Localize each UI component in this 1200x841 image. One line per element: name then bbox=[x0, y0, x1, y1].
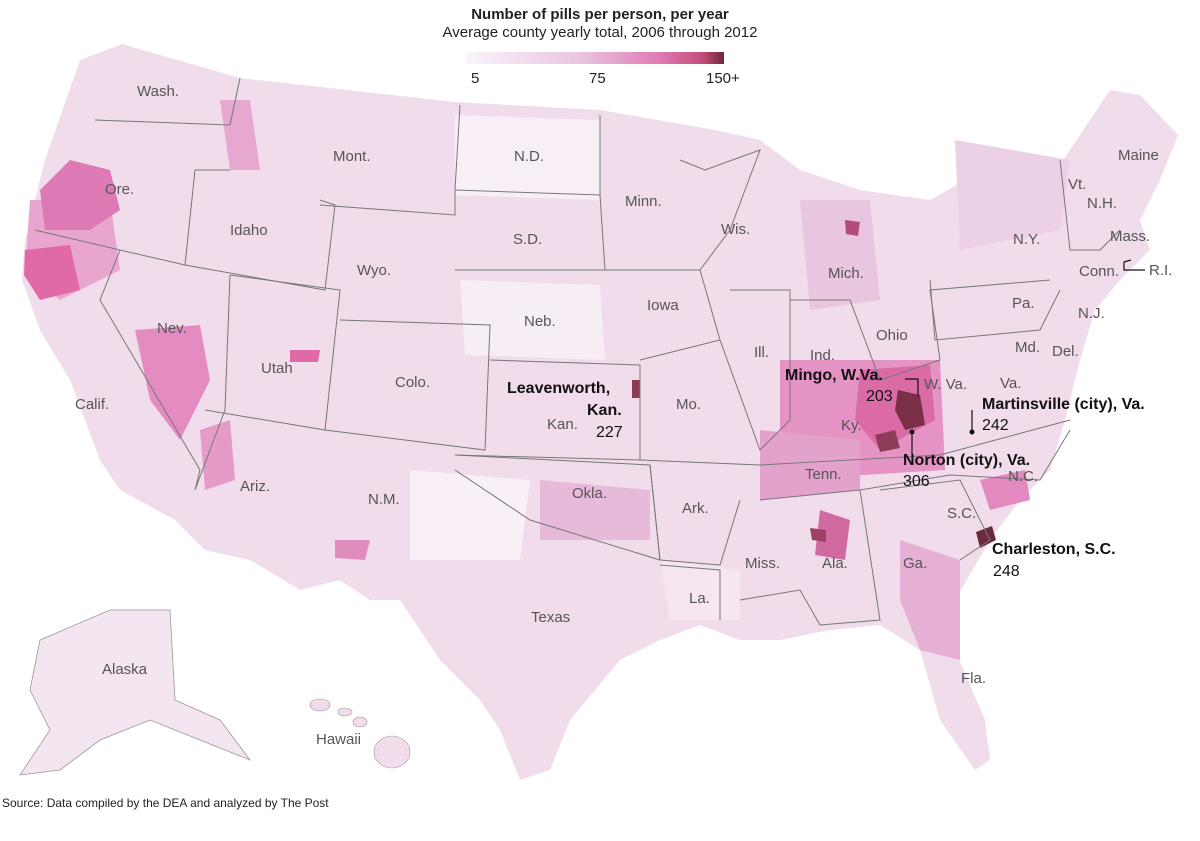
legend-gradient-bar bbox=[466, 52, 724, 64]
state-label-iowa: Iowa bbox=[647, 297, 679, 314]
callout-martinsville-value: 242 bbox=[982, 417, 1009, 434]
callout-charleston-value: 248 bbox=[993, 563, 1020, 580]
hawaii-islands bbox=[309, 698, 411, 769]
state-label-wash: Wash. bbox=[137, 83, 179, 100]
legend-tick-min: 5 bbox=[471, 70, 480, 87]
state-label-ga: Ga. bbox=[903, 555, 928, 572]
conus-landmass bbox=[22, 44, 1178, 780]
state-label-alaska: Alaska bbox=[102, 661, 148, 678]
state-label-conn: Conn. bbox=[1079, 263, 1120, 280]
map-title: Number of pills per person, per year bbox=[471, 6, 729, 23]
state-label-ky: Ky. bbox=[841, 417, 862, 434]
callout-norton-value: 306 bbox=[903, 473, 930, 490]
state-label-calif: Calif. bbox=[75, 396, 110, 413]
callout-leavenworth-value: 227 bbox=[596, 424, 623, 441]
callout-mingo-value: 203 bbox=[866, 388, 893, 405]
state-label-nev: Nev. bbox=[157, 320, 187, 337]
county-shading bbox=[24, 100, 1070, 660]
alaska-landmass bbox=[19, 609, 252, 776]
state-label-texas: Texas bbox=[531, 609, 571, 626]
state-label-hawaii: Hawaii bbox=[316, 731, 362, 748]
legend-tick-mid: 75 bbox=[589, 70, 606, 87]
state-label-okla: Okla. bbox=[572, 485, 608, 502]
state-label-neb: Neb. bbox=[524, 313, 556, 330]
state-label-minn: Minn. bbox=[625, 193, 662, 210]
state-label-maine: Maine bbox=[1118, 147, 1159, 164]
state-label-la: La. bbox=[689, 590, 710, 607]
state-label-ark: Ark. bbox=[682, 500, 709, 517]
state-label-mass: Mass. bbox=[1110, 228, 1151, 245]
state-label-mont: Mont. bbox=[333, 148, 371, 165]
legend-tick-max: 150+ bbox=[706, 70, 740, 87]
state-label-nm: N.M. bbox=[368, 491, 400, 508]
state-label-ala: Ala. bbox=[822, 555, 848, 572]
state-label-sc: S.C. bbox=[947, 505, 977, 522]
callout-leavenworth-name: Leavenworth, bbox=[507, 380, 611, 397]
hotspot-counties bbox=[632, 220, 996, 548]
source-note: Source: Data compiled by the DEA and ana… bbox=[2, 796, 329, 810]
state-label-ri: R.I. bbox=[1149, 262, 1173, 279]
state-label-vt: Vt. bbox=[1068, 176, 1087, 193]
state-label-nh: N.H. bbox=[1087, 195, 1117, 212]
state-label-mich: Mich. bbox=[828, 265, 864, 282]
state-label-ill: Ill. bbox=[754, 344, 769, 361]
state-borders bbox=[34, 77, 1121, 626]
state-label-pa: Pa. bbox=[1012, 295, 1035, 312]
state-label-wis: Wis. bbox=[721, 221, 751, 238]
state-label-ariz: Ariz. bbox=[240, 478, 270, 495]
callout-leavenworth-state: Kan. bbox=[587, 402, 622, 419]
state-label-nc: N.C. bbox=[1008, 468, 1038, 485]
state-label-colo: Colo. bbox=[395, 374, 431, 391]
state-label-ohio: Ohio bbox=[876, 327, 908, 344]
state-label-sd: S.D. bbox=[513, 231, 543, 248]
map-subtitle: Average county yearly total, 2006 throug… bbox=[442, 24, 758, 41]
norton-marker bbox=[909, 429, 915, 435]
state-label-kan: Kan. bbox=[547, 416, 578, 433]
state-label-mo: Mo. bbox=[676, 396, 702, 413]
callout-charleston-name: Charleston, S.C. bbox=[992, 541, 1116, 558]
state-label-ind: Ind. bbox=[810, 347, 836, 364]
state-label-idaho: Idaho bbox=[230, 222, 268, 239]
state-label-nd: N.D. bbox=[514, 148, 544, 165]
state-label-fla: Fla. bbox=[961, 670, 987, 687]
callout-norton-name: Norton (city), Va. bbox=[903, 452, 1031, 469]
state-label-utah: Utah bbox=[261, 360, 293, 377]
callout-mingo-name: Mingo, W.Va. bbox=[785, 367, 883, 384]
state-label-ny: N.Y. bbox=[1013, 231, 1041, 248]
state-label-nj: N.J. bbox=[1078, 305, 1105, 322]
state-label-ore: Ore. bbox=[105, 181, 135, 198]
state-label-va: Va. bbox=[1000, 375, 1022, 392]
callout-leaders bbox=[905, 259, 1145, 454]
callout-martinsville-name: Martinsville (city), Va. bbox=[982, 396, 1145, 413]
state-label-del: Del. bbox=[1052, 343, 1079, 360]
state-label-tenn: Tenn. bbox=[805, 466, 842, 483]
state-label-miss: Miss. bbox=[745, 555, 780, 572]
state-label-wva: W. Va. bbox=[924, 376, 968, 393]
martinsville-marker bbox=[969, 429, 975, 435]
state-label-md: Md. bbox=[1015, 339, 1041, 356]
state-label-wyo: Wyo. bbox=[357, 262, 392, 279]
